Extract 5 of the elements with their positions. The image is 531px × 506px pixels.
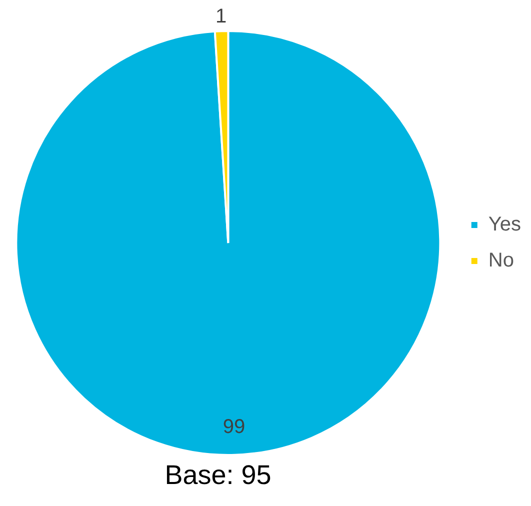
text: Base: 95: [164, 460, 272, 491]
legend-label: Yes: [488, 214, 522, 236]
legend-label: No: [488, 250, 514, 272]
data-label: 1: [216, 6, 227, 28]
data-label: 99: [222, 416, 246, 438]
